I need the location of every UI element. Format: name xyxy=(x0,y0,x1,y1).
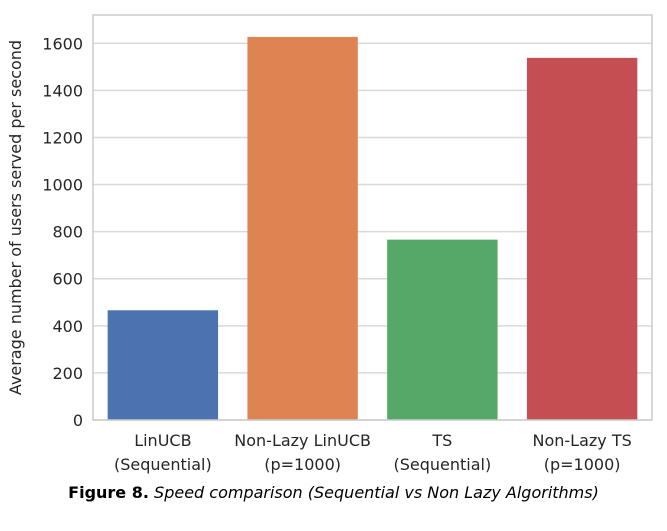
y-tick-label: 200 xyxy=(52,364,83,383)
bar xyxy=(247,36,358,420)
y-axis-label: Average number of users served per secon… xyxy=(6,40,25,395)
figure-caption: Figure 8. Speed comparison (Sequential v… xyxy=(0,483,667,502)
y-tick-label: 1600 xyxy=(42,34,83,53)
y-tick-label: 1000 xyxy=(42,176,83,195)
x-tick-label: Non-Lazy TS (p=1000) xyxy=(532,431,631,474)
x-tick-label: LinUCB (Sequential) xyxy=(114,431,212,474)
y-axis-ticks: 0 200 400 600 800 1000 1200 1400 1600 xyxy=(42,34,83,430)
bar xyxy=(387,239,498,420)
plot-frame xyxy=(92,14,653,421)
x-axis-ticks: LinUCB (Sequential) Non-Lazy LinUCB (p=1000… xyxy=(114,431,632,474)
bar-chart: 0 200 400 600 800 1000 1200 1400 1600 LinUCB (Seq… xyxy=(6,14,653,474)
y-tick-label: 1200 xyxy=(42,128,83,147)
y-tick-label: 1400 xyxy=(42,81,83,100)
y-tick-label: 0 xyxy=(73,411,83,430)
y-tick-label: 400 xyxy=(52,317,83,336)
y-tick-label: 600 xyxy=(52,270,83,289)
y-tick-label: 800 xyxy=(52,223,83,242)
bar xyxy=(107,310,219,420)
figure-label: Figure 8. xyxy=(68,483,149,502)
bars xyxy=(107,36,638,421)
x-tick-label: Non-Lazy LinUCB (p=1000) xyxy=(234,431,371,474)
x-tick-label: TS (Sequential) xyxy=(394,431,492,474)
bar xyxy=(526,57,638,421)
caption-text: Speed comparison (Sequential vs Non Lazy… xyxy=(154,483,599,502)
